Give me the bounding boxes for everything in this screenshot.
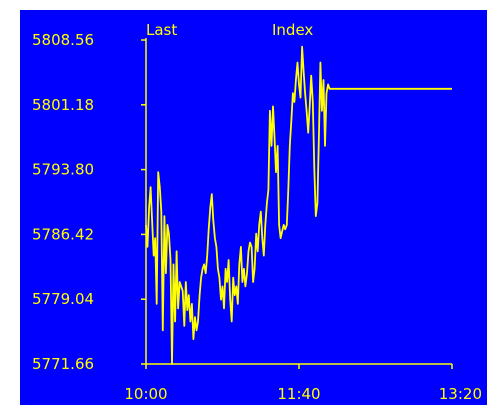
index-line-chart: 5808.56 5801.18 5793.80 5786.42 5779.04 5771.… [32, 21, 482, 403]
y-tick-label: 5808.56 [32, 31, 94, 49]
y-tick-label: 5779.04 [32, 290, 94, 308]
chart-frame: 5808.56 5801.18 5793.80 5786.42 5779.04 5771.… [20, 10, 487, 405]
index-series-line [145, 45, 452, 365]
x-tick-label: 11:40 [277, 385, 320, 403]
y-tick-label: 5771.66 [32, 355, 94, 373]
y-tick-label: 5793.80 [32, 161, 94, 179]
x-tick-label: 10:00 [124, 385, 167, 403]
y-tick-label: 5801.18 [32, 96, 94, 114]
chart-title-index: Index [272, 21, 313, 39]
chart-title-last: Last [146, 21, 177, 39]
y-tick-label: 5786.42 [32, 225, 94, 243]
x-tick-label: 13:20 [439, 385, 482, 403]
